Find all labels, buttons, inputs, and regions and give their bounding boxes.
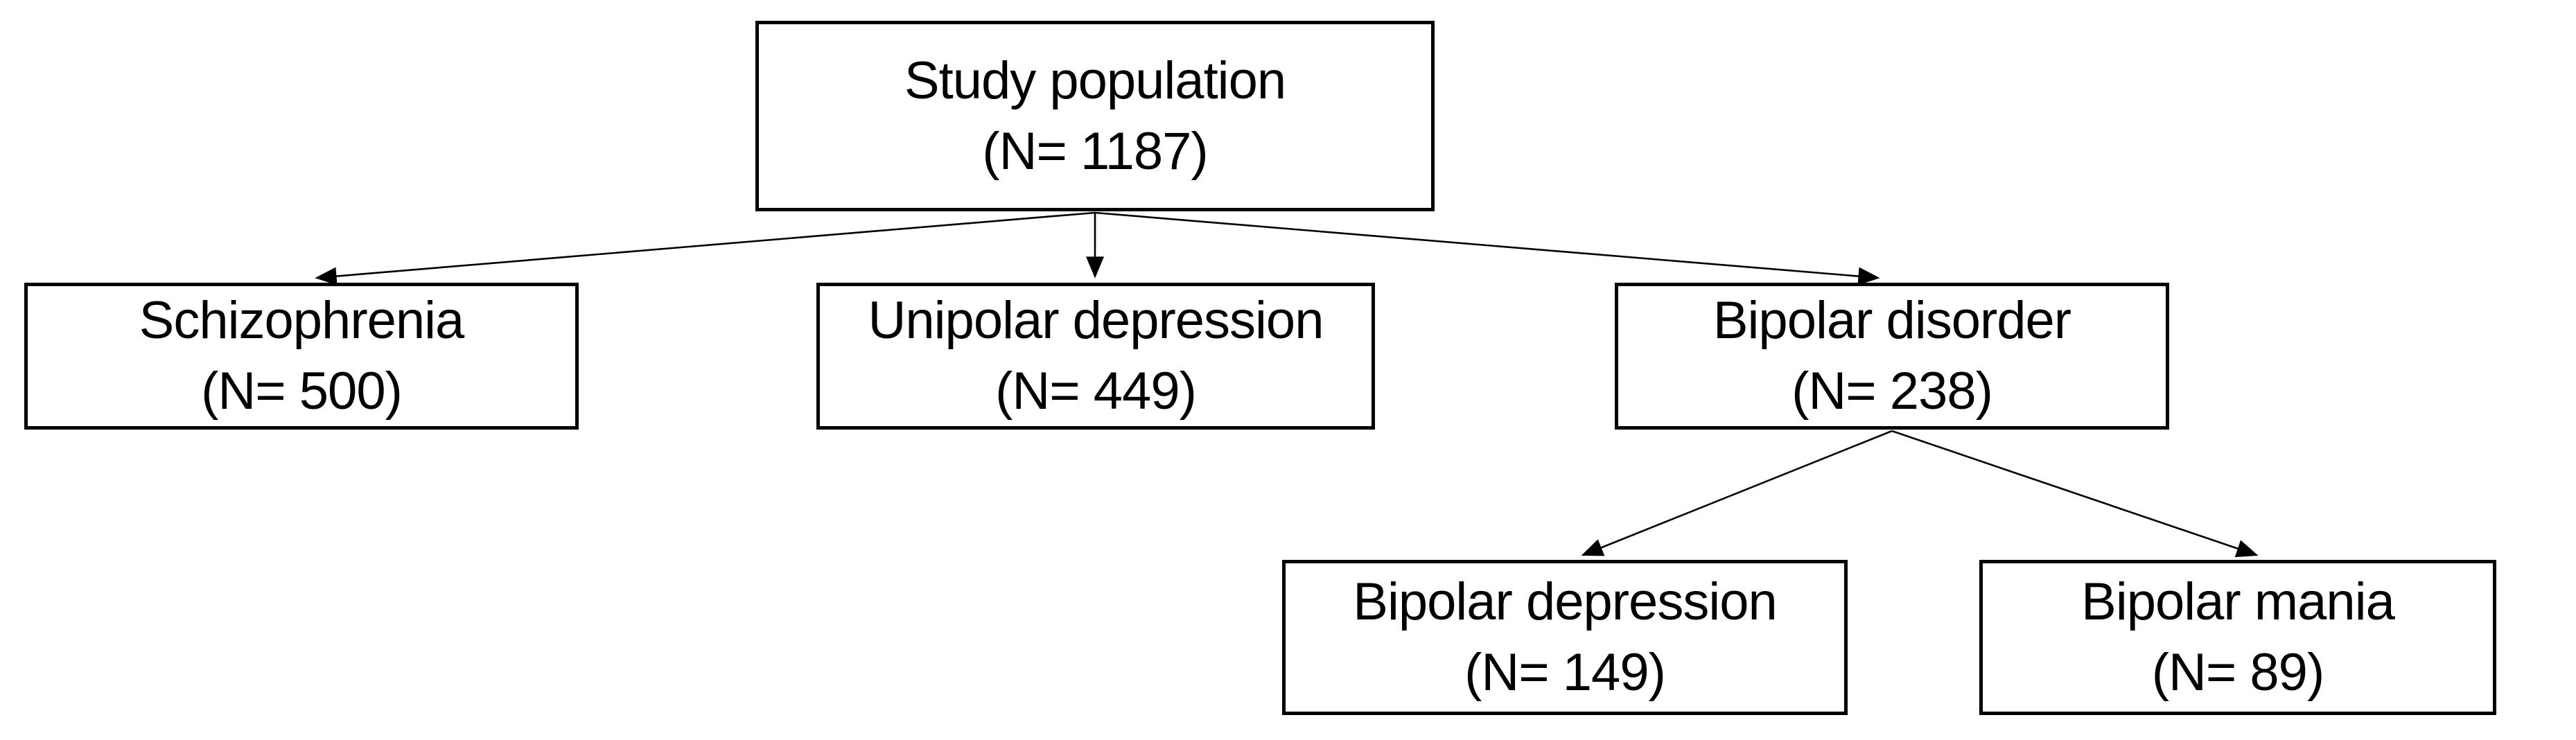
edge-study-to-bipolar-disorder [1094,211,1880,285]
edge-bipolar-to-bipolar-depression [1581,430,1893,556]
node-count: (N= 1187) [982,121,1208,181]
edge-bipolar-to-bipolar-mania [1891,430,2259,558]
node-label: Unipolar depression [868,291,1324,350]
node-unipolar-depression: Unipolar depression (N= 449) [816,283,1375,430]
node-count: (N= 149) [1464,643,1666,702]
node-count: (N= 89) [2151,643,2325,702]
node-bipolar-depression: Bipolar depression (N= 149) [1282,560,1848,715]
edge-study-to-schizophrenia [315,211,1096,285]
node-count: (N= 500) [201,362,403,421]
node-label: Bipolar disorder [1712,291,2071,350]
node-label: Bipolar mania [2081,572,2395,631]
node-schizophrenia: Schizophrenia (N= 500) [24,283,579,430]
node-count: (N= 238) [1791,362,1993,421]
node-label: Schizophrenia [139,291,465,350]
node-bipolar-disorder: Bipolar disorder (N= 238) [1615,283,2169,430]
node-count: (N= 449) [995,362,1197,421]
node-label: Study population [904,51,1286,110]
node-bipolar-mania: Bipolar mania (N= 89) [1979,560,2496,715]
node-study-population: Study population (N= 1187) [755,21,1435,211]
node-label: Bipolar depression [1353,572,1777,631]
